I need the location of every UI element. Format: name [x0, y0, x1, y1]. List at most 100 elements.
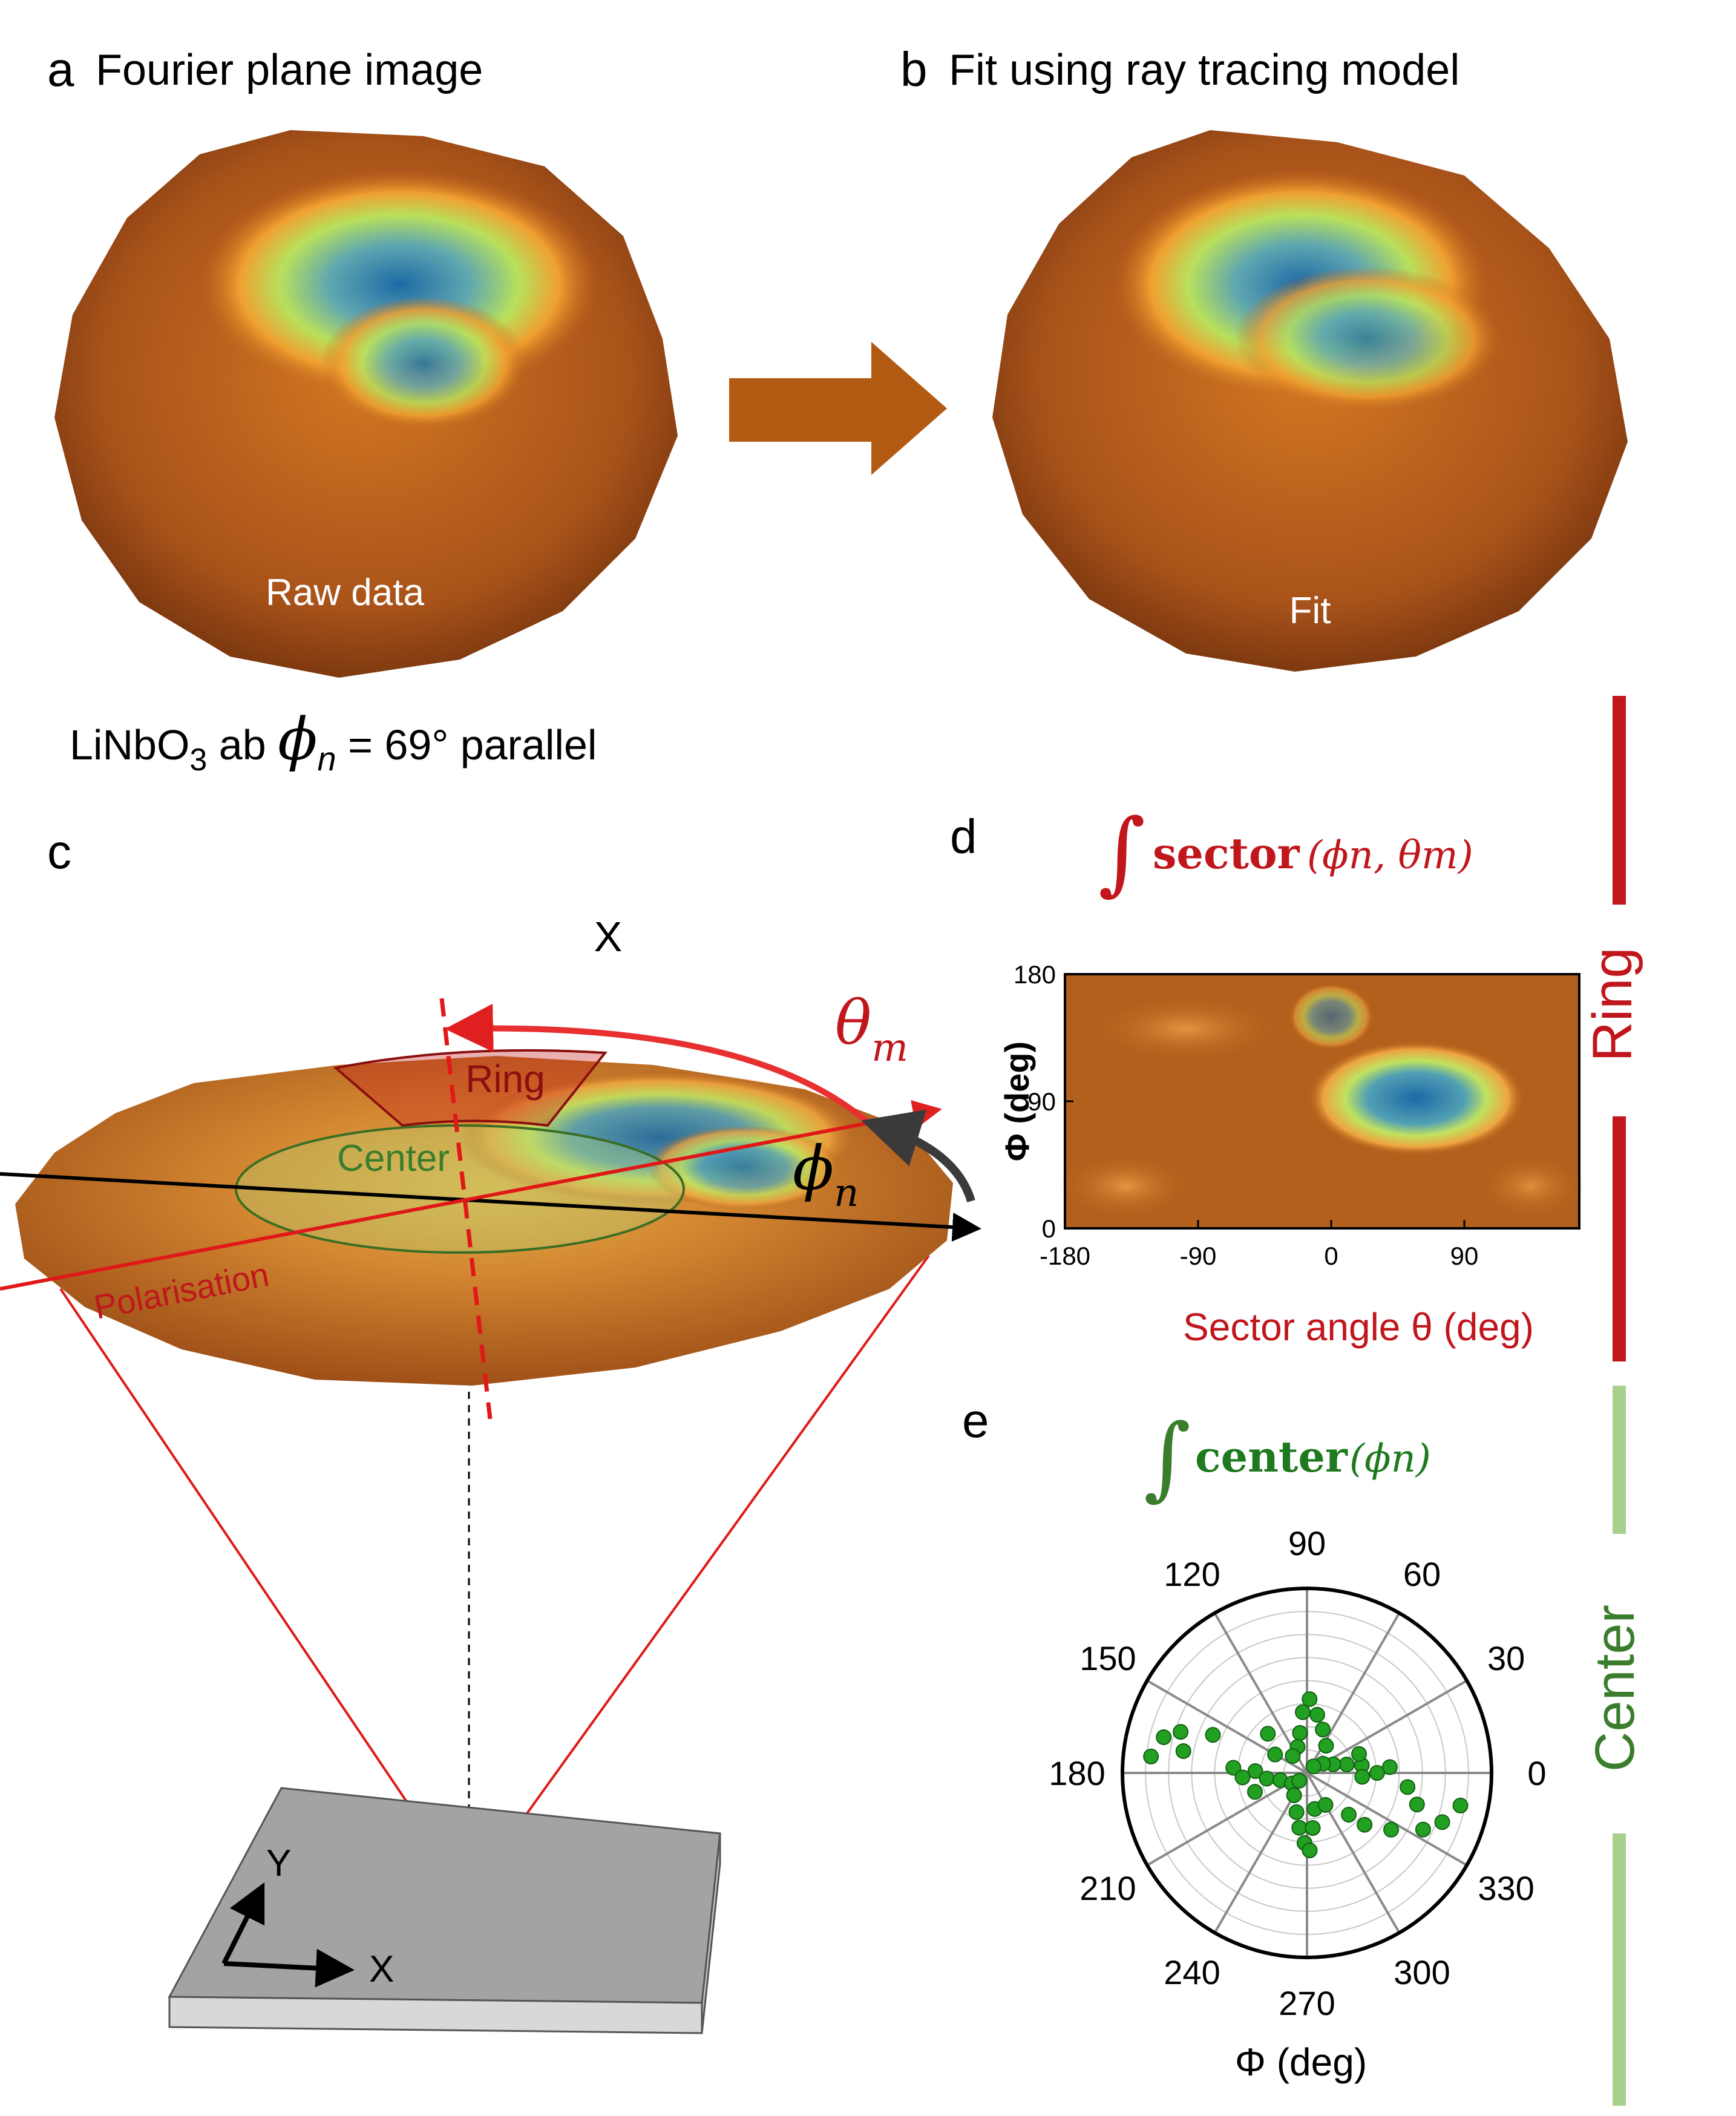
- polar-data-point: [1267, 1746, 1283, 1763]
- polar-angle-label: 210: [1079, 1869, 1136, 1907]
- polar-data-point: [1291, 1820, 1308, 1836]
- sample-side: [701, 1833, 721, 2034]
- theta-label: θm: [835, 988, 908, 1070]
- polar-data-point: [1143, 1748, 1159, 1764]
- polar-data-point: [1302, 1842, 1318, 1859]
- disk-hotspot-2: [647, 1125, 841, 1210]
- panel-b: b Fit using ray tracing model Fit: [900, 42, 1628, 672]
- polar-data-point: [1434, 1814, 1450, 1830]
- polar-plot: 0 30 60 90 120 150 180 210 240 270 300 330: [1049, 1524, 1546, 2022]
- phi-arc: [861, 1109, 975, 1203]
- x-axis-top-label: X: [594, 913, 623, 960]
- polar-data-point: [1452, 1797, 1469, 1813]
- polar-data-point: [1260, 1726, 1276, 1742]
- panel-c-letter: c: [47, 825, 71, 879]
- polar-points: [1143, 1691, 1469, 1859]
- ring-bar-bottom: [1613, 1116, 1626, 1361]
- heatmap-warm-2: [1289, 983, 1374, 1050]
- sector-formula-args: (ϕn, θm): [1307, 833, 1473, 878]
- sector-reference-axis: [439, 998, 493, 1420]
- a-to-b-arrow: [729, 342, 947, 475]
- heatmap-hotspot: [1307, 1041, 1525, 1156]
- polar-data-point: [1309, 1706, 1325, 1723]
- polar-data-point: [1173, 1724, 1189, 1740]
- polar-angle-label: 120: [1164, 1555, 1220, 1593]
- polar-data-point: [1305, 1820, 1321, 1836]
- polar-data-point: [1288, 1804, 1305, 1820]
- center-formula-keyword: center: [1195, 1432, 1348, 1482]
- sample-x-axis-arrow: [223, 1948, 355, 1988]
- panel-a-title: Fourier plane image: [96, 46, 483, 94]
- panel-d: d ∫ sector (ϕn, θm) -180 -90 0 90 180 90…: [950, 800, 1585, 1349]
- x-tick-neg180: -180: [1040, 1242, 1090, 1270]
- polar-data-point: [1156, 1729, 1172, 1745]
- polar-spoke: [1146, 1772, 1308, 1867]
- polar-angle-label: 240: [1164, 1953, 1220, 1991]
- raw-data-label: Raw data: [266, 572, 424, 614]
- polar-data-point: [1292, 1725, 1308, 1741]
- polar-data-point: [1175, 1743, 1191, 1759]
- x-tick-0: 0: [1324, 1242, 1338, 1270]
- heatmap-warm-3: [1059, 1153, 1192, 1219]
- lab-x-axis: [0, 1172, 981, 1242]
- polar-data-point: [1305, 1758, 1322, 1775]
- center-bar-bottom: [1613, 1833, 1626, 2106]
- polar-data-point: [1302, 1691, 1318, 1708]
- x-tick-90: 90: [1450, 1242, 1479, 1270]
- heatmap-x-label: Sector angle θ (deg): [1183, 1305, 1534, 1349]
- polar-grid: [1121, 1587, 1493, 1959]
- heatmap-warm-1: [1089, 995, 1283, 1062]
- polar-angle-label: 0: [1527, 1754, 1546, 1792]
- ring-sector: [333, 1049, 608, 1127]
- panel-a-letter: a: [47, 42, 74, 96]
- polar-angle-label: 30: [1487, 1639, 1525, 1677]
- sample-caption: LiNbO3 ab ϕn = 69° parallel: [70, 706, 597, 778]
- y-tick-0: 0: [1042, 1214, 1056, 1243]
- polar-data-point: [1415, 1821, 1431, 1838]
- panel-b-title: Fit using ray tracing model: [949, 46, 1459, 94]
- polar-angle-label: 180: [1049, 1754, 1105, 1792]
- polar-data-point: [1357, 1816, 1373, 1833]
- sample-x-label: X: [369, 1948, 394, 1990]
- heatmap-ticks: [1064, 973, 1466, 1230]
- polar-spoke: [1306, 1772, 1468, 1867]
- polar-data-point: [1234, 1769, 1251, 1786]
- polar-data-point: [1294, 1704, 1311, 1720]
- sample-top: [168, 1787, 721, 2004]
- polar-angle-label: 330: [1478, 1869, 1534, 1907]
- polar-data-point: [1351, 1746, 1367, 1762]
- polar-data-point: [1286, 1787, 1302, 1803]
- polar-angle-label: 270: [1279, 1984, 1335, 2022]
- heatmap-warm-4: [1476, 1153, 1585, 1219]
- polar-data-point: [1341, 1807, 1357, 1823]
- sample-front: [168, 1996, 703, 2034]
- panel-e-letter: e: [962, 1394, 989, 1447]
- panel-b-letter: b: [900, 42, 928, 96]
- polar-angle-labels: 0 30 60 90 120 150 180 210 240 270 300 330: [1049, 1524, 1546, 2022]
- polar-data-point: [1285, 1748, 1301, 1764]
- integral-sign-d: ∫: [1098, 800, 1145, 905]
- theta-arc: [445, 1003, 874, 1128]
- polar-data-point: [1400, 1779, 1416, 1795]
- polar-data-point: [1291, 1772, 1308, 1789]
- sample-y-label: Y: [266, 1842, 291, 1884]
- cone-left-edge: [59, 1288, 470, 1895]
- polar-angle-label: 90: [1288, 1524, 1326, 1562]
- polar-data-point: [1247, 1784, 1263, 1800]
- cone-right-edge: [468, 1254, 930, 1895]
- center-formula-args: (ϕn): [1349, 1436, 1431, 1481]
- heatmap-y-label: Φ (deg): [998, 1041, 1036, 1161]
- fit-label: Fit: [1289, 590, 1331, 632]
- raw-hotspot-lower: [321, 296, 526, 430]
- fit-hotspot-wing: [1234, 266, 1501, 411]
- ring-sector-label: Ring: [465, 1057, 545, 1101]
- polar-angle-label: 60: [1403, 1555, 1441, 1593]
- polar-data-point: [1354, 1769, 1371, 1785]
- center-side-label: Center: [1584, 1605, 1646, 1772]
- polar-data-point: [1205, 1727, 1221, 1743]
- polar-data-point: [1247, 1763, 1263, 1780]
- polar-data-point: [1225, 1760, 1242, 1776]
- panel-c: c X Ring Center Polarisation θm ϕn: [0, 825, 981, 2034]
- polar-angle-label: 150: [1079, 1639, 1136, 1677]
